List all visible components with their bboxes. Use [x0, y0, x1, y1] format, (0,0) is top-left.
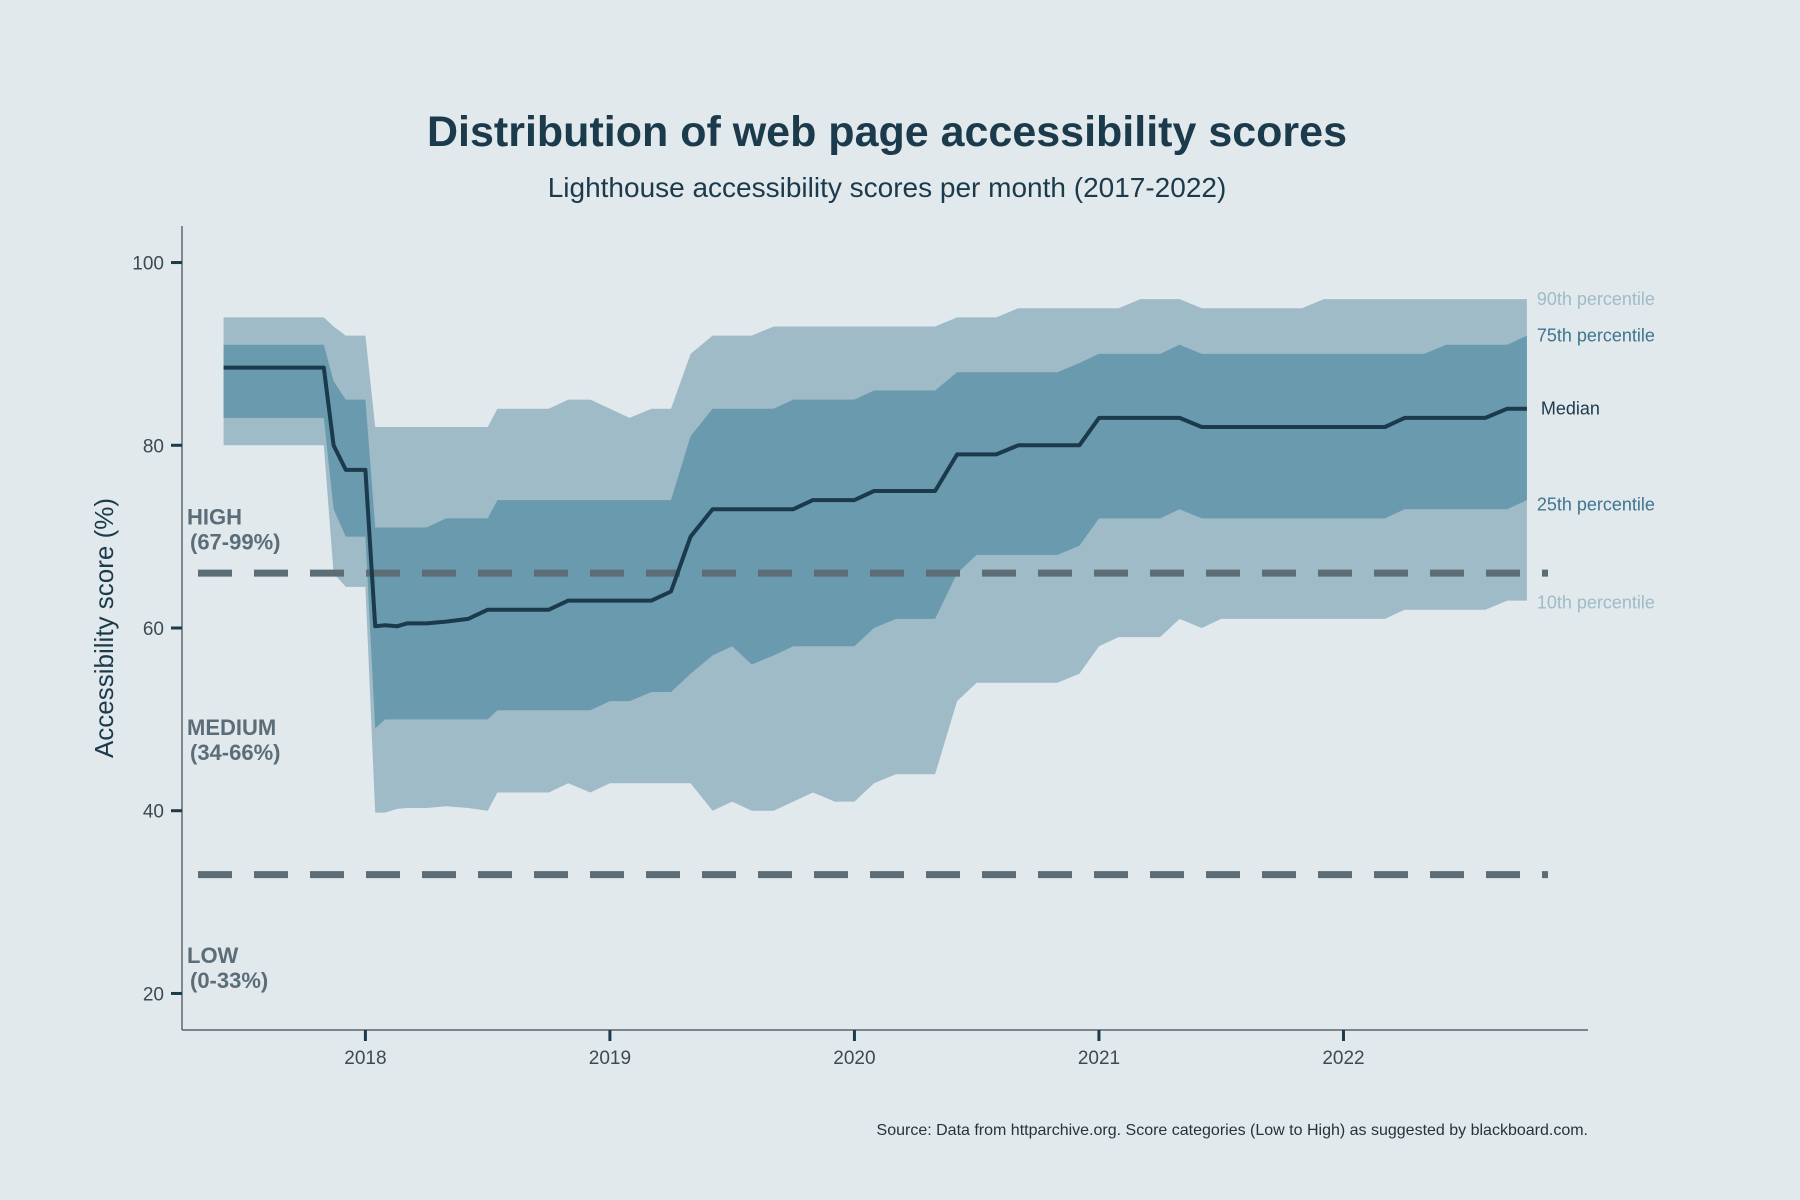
- category-range-high: (67-99%): [190, 530, 280, 555]
- y-axis-label: Accessibility score (%): [89, 498, 119, 758]
- chart-subtitle: Lighthouse accessibility scores per mont…: [547, 172, 1227, 203]
- x-tick-label-2022: 2022: [1322, 1048, 1364, 1069]
- series-label-median: Median: [1541, 399, 1600, 419]
- category-range-low: (0-33%): [190, 968, 268, 993]
- y-tick-label-40: 40: [143, 802, 164, 823]
- y-tick-label-100: 100: [132, 254, 164, 275]
- series-label-p10: 10th percentile: [1537, 592, 1655, 612]
- chart-title: Distribution of web page accessibility s…: [427, 108, 1347, 156]
- series-label-p75: 75th percentile: [1537, 326, 1655, 346]
- y-tick-label-20: 20: [143, 984, 164, 1005]
- x-tick-label-2021: 2021: [1078, 1048, 1120, 1069]
- source-note: Source: Data from httparchive.org. Score…: [876, 1122, 1588, 1139]
- x-tick-label-2020: 2020: [833, 1048, 875, 1069]
- series-label-p90: 90th percentile: [1537, 289, 1655, 309]
- series-label-p25: 25th percentile: [1537, 495, 1655, 515]
- x-tick-label-2019: 2019: [589, 1048, 631, 1069]
- band-25-75: [223, 335, 1527, 729]
- y-tick-label-60: 60: [143, 619, 164, 640]
- category-label-low: LOW: [187, 943, 239, 968]
- y-tick-label-80: 80: [143, 436, 164, 457]
- category-label-medium: MEDIUM: [187, 715, 276, 740]
- category-range-medium: (34-66%): [190, 740, 280, 765]
- x-tick-label-2018: 2018: [344, 1048, 386, 1069]
- median-line: [223, 365, 1527, 629]
- category-label-high: HIGH: [187, 505, 242, 530]
